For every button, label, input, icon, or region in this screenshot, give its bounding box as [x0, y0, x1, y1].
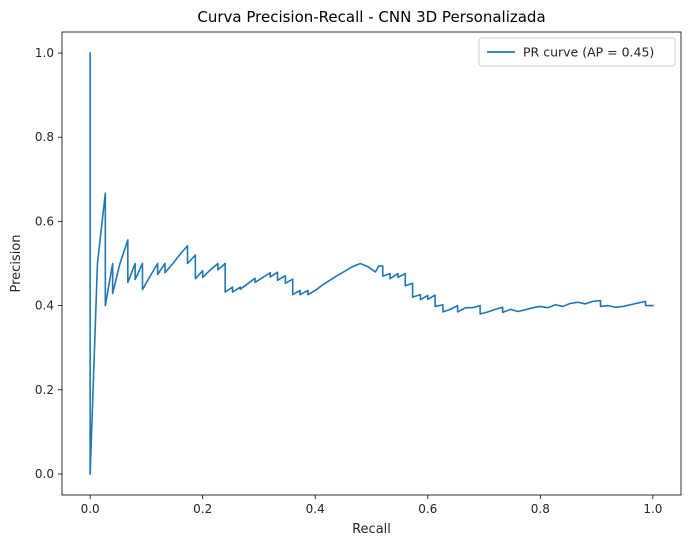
- y-tick-label: 0.8: [35, 130, 54, 144]
- x-tick-label: 0.0: [81, 502, 100, 516]
- y-tick-label: 0.2: [35, 383, 54, 397]
- y-axis-label: Precision: [9, 234, 24, 292]
- y-tick-label: 0.0: [35, 467, 54, 481]
- x-tick-label: 0.4: [306, 502, 325, 516]
- x-tick-label: 1.0: [643, 502, 662, 516]
- y-tick-label: 1.0: [35, 46, 54, 60]
- x-tick-label: 0.8: [531, 502, 550, 516]
- y-tick-label: 0.4: [35, 299, 54, 313]
- x-tick-label: 0.6: [418, 502, 437, 516]
- plot-area: [61, 31, 682, 496]
- legend-label: PR curve (AP = 0.45): [523, 45, 654, 60]
- series-layer: [89, 52, 654, 475]
- legend-box: [478, 37, 676, 67]
- y-axis: 0.0 0.2 0.4 0.6 0.8 1.0: [35, 46, 62, 481]
- x-axis-label: Recall: [352, 522, 391, 537]
- series-line-0: [89, 52, 654, 475]
- x-tick-label: 0.2: [193, 502, 212, 516]
- x-axis: 0.0 0.2 0.4 0.6 0.8 1.0: [81, 495, 662, 516]
- chart-title: Curva Precision-Recall - CNN 3D Personal…: [197, 8, 545, 26]
- legend: PR curve (AP = 0.45): [478, 37, 676, 67]
- y-tick-label: 0.6: [35, 214, 54, 228]
